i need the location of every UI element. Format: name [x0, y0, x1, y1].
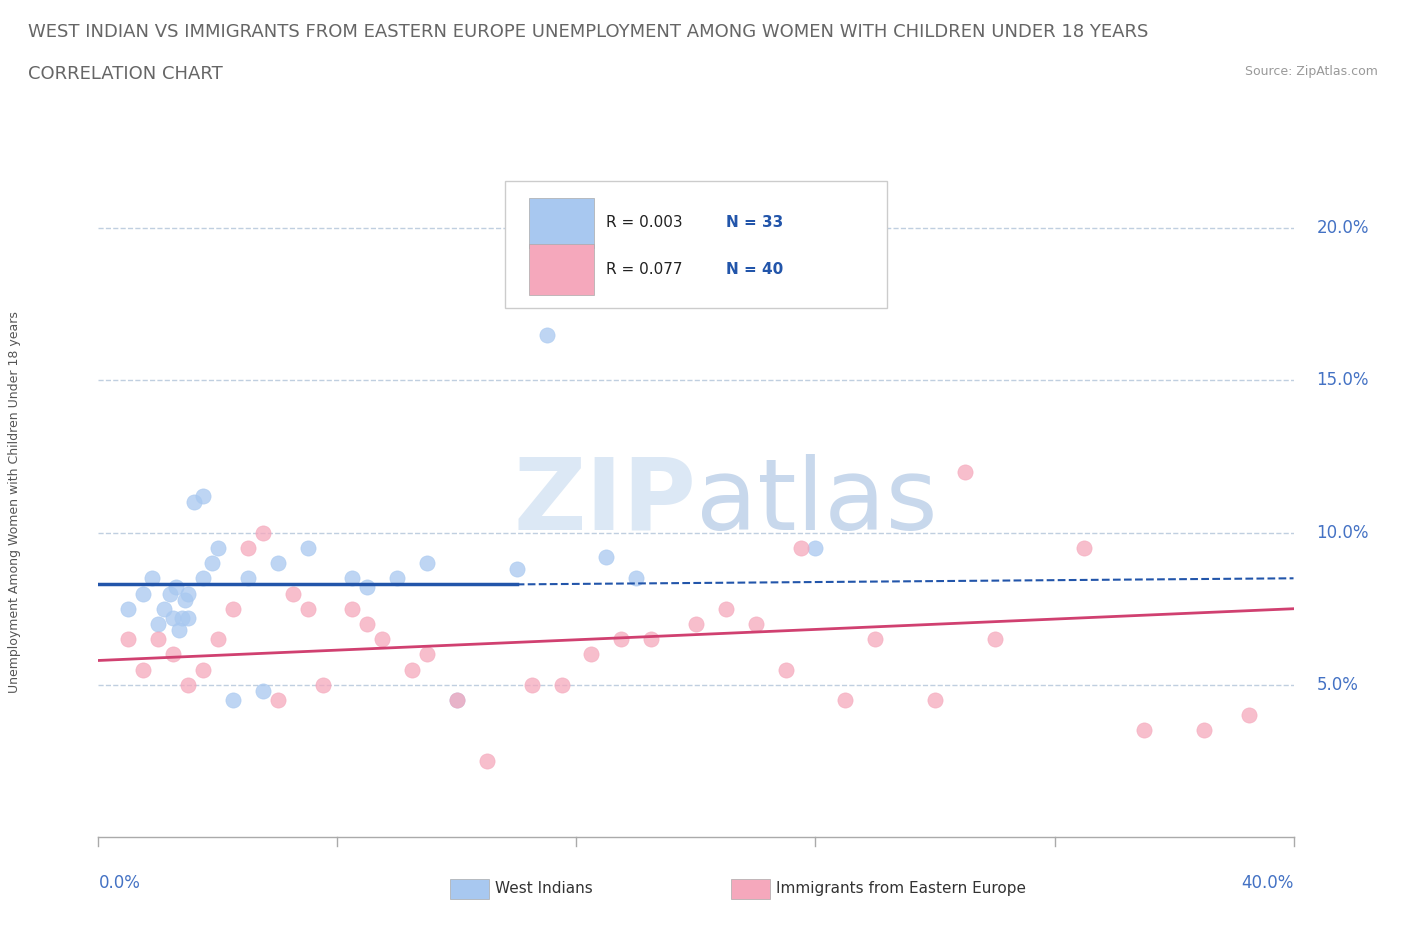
- Text: Immigrants from Eastern Europe: Immigrants from Eastern Europe: [776, 881, 1026, 896]
- Point: [356, 617, 378, 631]
- Point: [446, 693, 468, 708]
- Point: [385, 571, 409, 586]
- Point: [162, 610, 184, 625]
- FancyBboxPatch shape: [505, 180, 887, 308]
- Point: [834, 693, 856, 708]
- Point: [201, 555, 224, 570]
- Point: [610, 631, 633, 646]
- Point: [267, 693, 290, 708]
- Point: [167, 622, 190, 637]
- Point: [207, 631, 229, 646]
- Point: [165, 580, 187, 595]
- Text: atlas: atlas: [696, 454, 938, 551]
- Point: [132, 586, 155, 601]
- Point: [595, 550, 617, 565]
- Text: West Indians: West Indians: [495, 881, 593, 896]
- Point: [1073, 540, 1095, 555]
- Text: Unemployment Among Women with Children Under 18 years: Unemployment Among Women with Children U…: [7, 312, 21, 693]
- Text: 5.0%: 5.0%: [1316, 676, 1358, 694]
- Point: [207, 540, 229, 555]
- Text: 40.0%: 40.0%: [1241, 873, 1294, 892]
- Point: [416, 647, 439, 662]
- Point: [267, 555, 290, 570]
- Point: [983, 631, 1005, 646]
- Point: [1237, 708, 1260, 723]
- Point: [953, 464, 976, 479]
- Point: [475, 753, 498, 768]
- Point: [789, 540, 811, 555]
- Point: [1133, 723, 1156, 737]
- Text: N = 33: N = 33: [725, 215, 783, 230]
- Text: Source: ZipAtlas.com: Source: ZipAtlas.com: [1244, 65, 1378, 78]
- Point: [342, 602, 364, 617]
- Point: [191, 571, 214, 586]
- Point: [141, 571, 163, 586]
- Point: [148, 631, 170, 646]
- Text: WEST INDIAN VS IMMIGRANTS FROM EASTERN EUROPE UNEMPLOYMENT AMONG WOMEN WITH CHIL: WEST INDIAN VS IMMIGRANTS FROM EASTERN E…: [28, 23, 1149, 41]
- Point: [236, 571, 259, 586]
- Point: [924, 693, 946, 708]
- Point: [117, 602, 139, 617]
- Point: [401, 662, 423, 677]
- Text: N = 40: N = 40: [725, 261, 783, 277]
- Point: [172, 610, 194, 625]
- Point: [804, 540, 827, 555]
- Text: 0.0%: 0.0%: [98, 873, 141, 892]
- Point: [132, 662, 155, 677]
- Point: [745, 617, 768, 631]
- Text: R = 0.003: R = 0.003: [606, 215, 683, 230]
- Point: [297, 602, 319, 617]
- Point: [281, 586, 304, 601]
- Text: ZIP: ZIP: [513, 454, 696, 551]
- Point: [685, 617, 707, 631]
- Point: [252, 525, 274, 540]
- FancyBboxPatch shape: [529, 245, 595, 295]
- Point: [550, 677, 572, 692]
- Point: [624, 571, 647, 586]
- Point: [191, 488, 214, 503]
- Text: 15.0%: 15.0%: [1316, 371, 1369, 390]
- Point: [506, 562, 529, 577]
- Point: [640, 631, 662, 646]
- Point: [297, 540, 319, 555]
- Point: [174, 592, 197, 607]
- Point: [162, 647, 184, 662]
- Point: [446, 693, 468, 708]
- Point: [236, 540, 259, 555]
- Point: [311, 677, 333, 692]
- Point: [1192, 723, 1215, 737]
- Point: [775, 662, 797, 677]
- Point: [371, 631, 394, 646]
- Point: [581, 647, 603, 662]
- Point: [148, 617, 170, 631]
- Point: [153, 602, 176, 617]
- Point: [222, 693, 245, 708]
- Point: [863, 631, 886, 646]
- Text: 20.0%: 20.0%: [1316, 219, 1369, 237]
- Point: [342, 571, 364, 586]
- Text: R = 0.077: R = 0.077: [606, 261, 683, 277]
- Point: [117, 631, 139, 646]
- Point: [714, 602, 737, 617]
- Text: 10.0%: 10.0%: [1316, 524, 1369, 541]
- Point: [177, 677, 200, 692]
- Point: [416, 555, 439, 570]
- Point: [222, 602, 245, 617]
- Point: [159, 586, 181, 601]
- Point: [520, 677, 543, 692]
- FancyBboxPatch shape: [529, 197, 595, 247]
- Point: [536, 327, 558, 342]
- Point: [356, 580, 378, 595]
- Text: CORRELATION CHART: CORRELATION CHART: [28, 65, 224, 83]
- Point: [177, 586, 200, 601]
- Point: [183, 495, 205, 510]
- Point: [252, 684, 274, 698]
- Point: [191, 662, 214, 677]
- Point: [177, 610, 200, 625]
